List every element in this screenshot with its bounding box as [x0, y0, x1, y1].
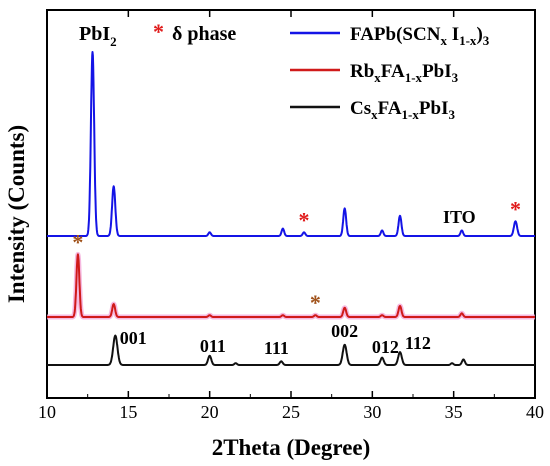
series-line-1	[46, 253, 536, 318]
series-line-2	[46, 334, 536, 366]
delta-phase-label: δ phase	[172, 23, 236, 45]
x-tick-label: 40	[526, 402, 544, 422]
y-axis-title: Intensity (Counts)	[4, 125, 29, 303]
legend-label-2: CsxFA1-xPbI3	[350, 98, 455, 122]
x-tick-label: 30	[363, 402, 381, 422]
x-tick-label: 35	[445, 402, 463, 422]
delta-star: *	[153, 19, 164, 44]
delta-phase-star: *	[72, 229, 83, 254]
ito-label: ITO	[443, 207, 476, 227]
legend-label-0: FAPb(SCNx I1-x)3	[350, 24, 490, 48]
x-tick-label: 20	[201, 402, 219, 422]
miller-label: 111	[264, 338, 289, 358]
x-tick-label: 25	[282, 402, 300, 422]
x-axis: 10 15 20 25 30 35 40	[38, 10, 544, 422]
pbi2-label: PbI2	[79, 23, 117, 49]
delta-phase-star: *	[510, 196, 521, 221]
x-axis-title: 2Theta (Degree)	[212, 435, 371, 460]
miller-label: 002	[331, 321, 358, 341]
miller-label: 112	[405, 333, 431, 353]
legend: FAPb(SCNx I1-x)3 RbxFA1-xPbI3 CsxFA1-xPbI3	[290, 24, 490, 122]
series-glow-1	[44, 251, 538, 320]
pbi2-subscript: 2	[110, 34, 117, 49]
miller-label: 001	[120, 328, 147, 348]
series-line-0	[46, 51, 536, 237]
delta-phase-star: *	[310, 290, 321, 315]
x-tick-label: 15	[119, 402, 137, 422]
miller-label: 012	[372, 337, 399, 357]
series-layer	[44, 51, 538, 366]
legend-label-1: RbxFA1-xPbI3	[350, 61, 459, 85]
miller-label: 011	[200, 336, 226, 356]
x-tick-label: 10	[38, 402, 56, 422]
delta-phase-star: *	[299, 207, 310, 232]
annotation-layer: * * * * 001 011 111 002 012 112	[72, 196, 521, 358]
